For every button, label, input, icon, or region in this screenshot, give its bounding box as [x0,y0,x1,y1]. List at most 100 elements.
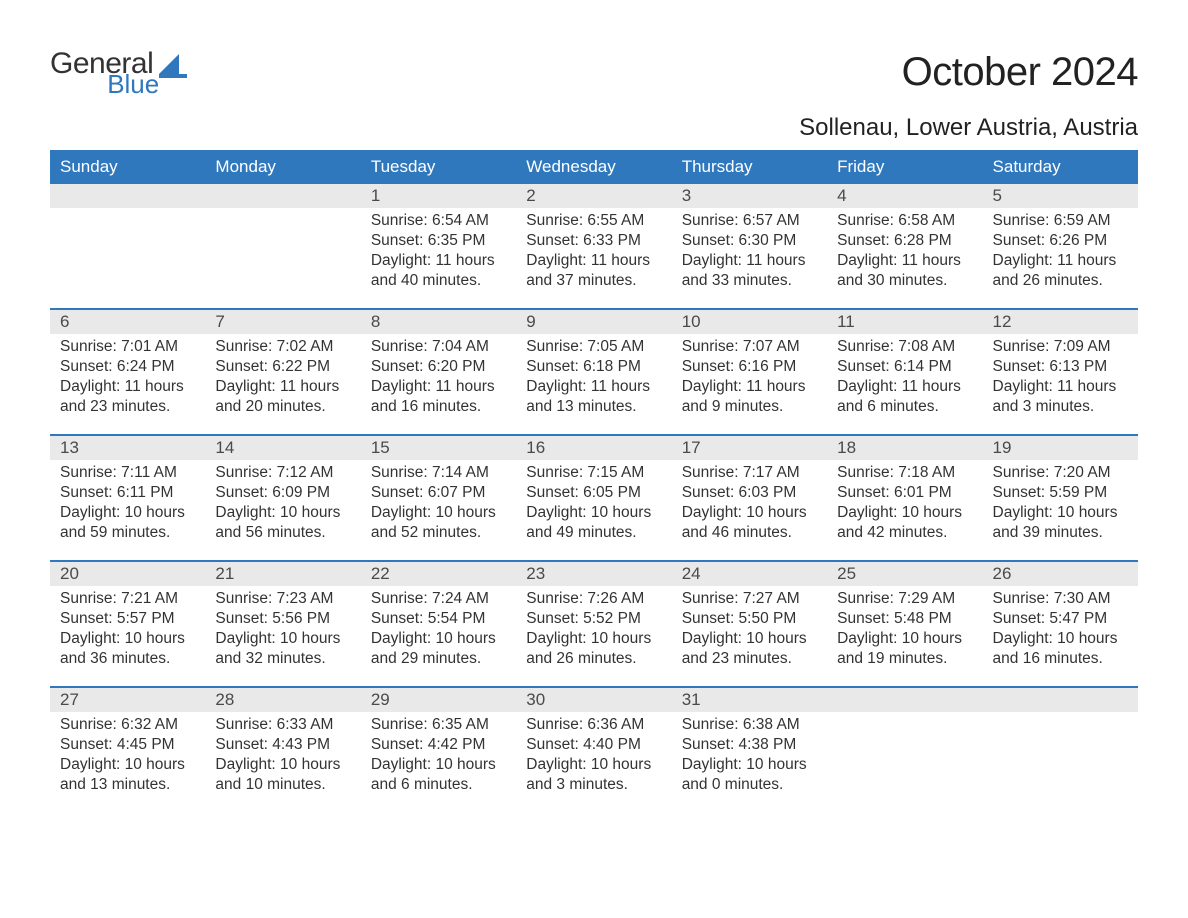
day-number: 15 [361,436,516,460]
day-body: Sunrise: 6:55 AMSunset: 6:33 PMDaylight:… [516,208,671,294]
day-body: Sunrise: 7:30 AMSunset: 5:47 PMDaylight:… [983,586,1138,672]
day-cell: 28Sunrise: 6:33 AMSunset: 4:43 PMDayligh… [205,688,360,812]
week-row: 27Sunrise: 6:32 AMSunset: 4:45 PMDayligh… [50,686,1138,812]
day-cell: 6Sunrise: 7:01 AMSunset: 6:24 PMDaylight… [50,310,205,434]
day-body: Sunrise: 7:01 AMSunset: 6:24 PMDaylight:… [50,334,205,420]
day-number: 5 [983,184,1138,208]
day-body: Sunrise: 7:18 AMSunset: 6:01 PMDaylight:… [827,460,982,546]
title-block: October 2024 [902,50,1138,95]
weekday-header-row: SundayMondayTuesdayWednesdayThursdayFrid… [50,150,1138,184]
day-cell: 25Sunrise: 7:29 AMSunset: 5:48 PMDayligh… [827,562,982,686]
daylight-line-2: and 33 minutes. [682,271,817,291]
sunset-line: Sunset: 5:47 PM [993,609,1128,629]
sunset-line: Sunset: 6:24 PM [60,357,195,377]
daylight-line-1: Daylight: 10 hours [215,755,350,775]
sunset-line: Sunset: 6:26 PM [993,231,1128,251]
daylight-line-1: Daylight: 10 hours [215,503,350,523]
sunrise-line: Sunrise: 6:38 AM [682,715,817,735]
daylight-line-2: and 20 minutes. [215,397,350,417]
day-number: 1 [361,184,516,208]
daylight-line-2: and 30 minutes. [837,271,972,291]
daylight-line-2: and 23 minutes. [60,397,195,417]
daylight-line-1: Daylight: 11 hours [526,377,661,397]
day-number: 18 [827,436,982,460]
day-body: Sunrise: 7:04 AMSunset: 6:20 PMDaylight:… [361,334,516,420]
day-cell: 8Sunrise: 7:04 AMSunset: 6:20 PMDaylight… [361,310,516,434]
sunrise-line: Sunrise: 7:20 AM [993,463,1128,483]
day-body: Sunrise: 7:14 AMSunset: 6:07 PMDaylight:… [361,460,516,546]
sunrise-line: Sunrise: 7:14 AM [371,463,506,483]
daylight-line-1: Daylight: 10 hours [682,755,817,775]
daylight-line-1: Daylight: 10 hours [993,629,1128,649]
sunrise-line: Sunrise: 7:23 AM [215,589,350,609]
sunset-line: Sunset: 6:28 PM [837,231,972,251]
day-number: 4 [827,184,982,208]
sunset-line: Sunset: 5:52 PM [526,609,661,629]
daylight-line-1: Daylight: 11 hours [682,251,817,271]
day-cell: 13Sunrise: 7:11 AMSunset: 6:11 PMDayligh… [50,436,205,560]
daylight-line-2: and 9 minutes. [682,397,817,417]
day-cell: 1Sunrise: 6:54 AMSunset: 6:35 PMDaylight… [361,184,516,308]
day-cell: 4Sunrise: 6:58 AMSunset: 6:28 PMDaylight… [827,184,982,308]
day-cell: 27Sunrise: 6:32 AMSunset: 4:45 PMDayligh… [50,688,205,812]
day-cell: 19Sunrise: 7:20 AMSunset: 5:59 PMDayligh… [983,436,1138,560]
day-number: 10 [672,310,827,334]
day-number: 14 [205,436,360,460]
daylight-line-2: and 16 minutes. [371,397,506,417]
day-body: Sunrise: 7:29 AMSunset: 5:48 PMDaylight:… [827,586,982,672]
week-row: 6Sunrise: 7:01 AMSunset: 6:24 PMDaylight… [50,308,1138,434]
day-body: Sunrise: 6:32 AMSunset: 4:45 PMDaylight:… [50,712,205,798]
weekday-header-cell: Saturday [983,150,1138,184]
header: General Blue October 2024 [50,50,1138,96]
daylight-line-2: and 49 minutes. [526,523,661,543]
sunset-line: Sunset: 6:03 PM [682,483,817,503]
daylight-line-1: Daylight: 11 hours [993,377,1128,397]
sunrise-line: Sunrise: 7:07 AM [682,337,817,357]
sunset-line: Sunset: 6:07 PM [371,483,506,503]
day-cell [50,184,205,308]
daylight-line-2: and 36 minutes. [60,649,195,669]
day-number [983,688,1138,712]
weekday-header-cell: Friday [827,150,982,184]
daylight-line-1: Daylight: 11 hours [526,251,661,271]
sunrise-line: Sunrise: 7:15 AM [526,463,661,483]
day-number: 21 [205,562,360,586]
week-row: 1 Sunrise: 6:54 AMSunset: 6:35 PM Daylight… [50,184,1138,308]
day-cell: 22Sunrise: 7:24 AMSunset: 5:54 PMDayligh… [361,562,516,686]
daylight-line-1: Daylight: 10 hours [60,755,195,775]
calendar-body: 1 Sunrise: 6:54 AMSunset: 6:35 PM Daylight… [50,184,1138,812]
sunset-line: Sunset: 6:09 PM [215,483,350,503]
daylight-line-2: and 0 minutes. [682,775,817,795]
daylight-line-2: and 37 minutes. [526,271,661,291]
daylight-line-2: and 52 minutes. [371,523,506,543]
day-number: 13 [50,436,205,460]
brand-word-2: Blue [107,73,159,96]
day-number: 22 [361,562,516,586]
brand-logo: General Blue [50,50,187,96]
day-number: 2 [516,184,671,208]
sunset-line: Sunset: 6:18 PM [526,357,661,377]
sunrise-line: Sunrise: 7:09 AM [993,337,1128,357]
sunrise-line: Sunrise: 6:57 AM [682,211,817,231]
day-cell: 2Sunrise: 6:55 AMSunset: 6:33 PMDaylight… [516,184,671,308]
daylight-line-1: Daylight: 10 hours [60,629,195,649]
daylight-line-2: and 10 minutes. [215,775,350,795]
day-cell: 11Sunrise: 7:08 AMSunset: 6:14 PMDayligh… [827,310,982,434]
day-cell: 17Sunrise: 7:17 AMSunset: 6:03 PMDayligh… [672,436,827,560]
day-number: 9 [516,310,671,334]
weekday-header-cell: Wednesday [516,150,671,184]
daylight-line-1: Daylight: 10 hours [682,629,817,649]
day-number: 16 [516,436,671,460]
day-body: Sunrise: 7:20 AMSunset: 5:59 PMDaylight:… [983,460,1138,546]
daylight-line-2: and 26 minutes. [993,271,1128,291]
day-number: 7 [205,310,360,334]
day-cell: 29Sunrise: 6:35 AMSunset: 4:42 PMDayligh… [361,688,516,812]
day-cell: 16Sunrise: 7:15 AMSunset: 6:05 PMDayligh… [516,436,671,560]
sunset-line: Sunset: 6:35 PM [371,231,506,251]
sunrise-line: Sunrise: 6:58 AM [837,211,972,231]
sunrise-line: Sunrise: 7:08 AM [837,337,972,357]
daylight-line-1: Daylight: 10 hours [526,755,661,775]
daylight-line-1: Daylight: 10 hours [60,503,195,523]
sunrise-line: Sunrise: 6:54 AM [371,211,506,231]
day-body [983,712,1138,719]
